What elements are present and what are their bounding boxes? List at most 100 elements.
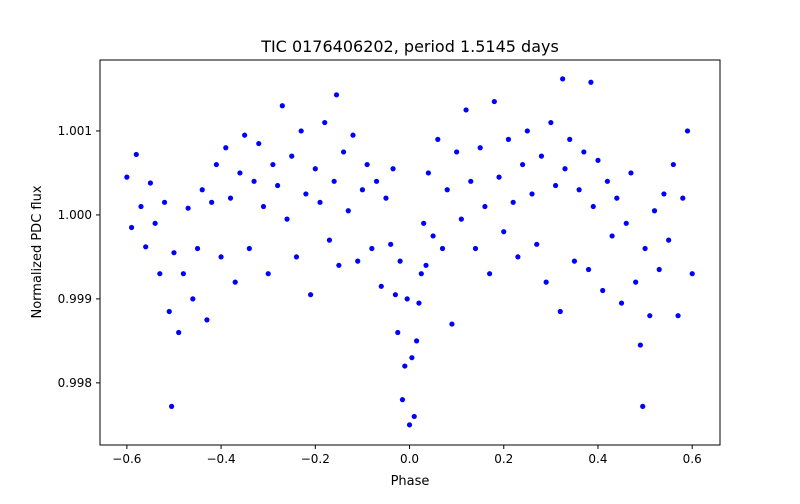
data-point <box>336 262 342 268</box>
data-point <box>416 300 422 306</box>
data-point <box>128 224 135 231</box>
data-point <box>656 266 662 273</box>
data-point <box>397 258 403 264</box>
data-point <box>157 271 163 277</box>
data-point <box>496 174 502 180</box>
data-point <box>256 140 262 147</box>
data-point <box>232 279 238 285</box>
data-point <box>176 329 182 336</box>
data-point <box>552 182 559 189</box>
data-point <box>515 254 521 260</box>
data-point <box>454 149 460 155</box>
data-point <box>152 220 158 226</box>
data-point <box>585 266 592 273</box>
data-point <box>472 245 479 252</box>
data-point <box>562 166 568 172</box>
data-point <box>237 170 243 176</box>
data-point <box>581 149 587 155</box>
data-point <box>557 308 563 315</box>
data-point <box>138 203 144 210</box>
x-tick-label: −0.4 <box>207 452 236 466</box>
data-point <box>209 199 215 205</box>
data-point <box>666 237 672 243</box>
data-point <box>345 208 351 214</box>
data-point <box>350 132 356 138</box>
data-point <box>333 92 340 98</box>
data-point <box>609 233 615 239</box>
data-point <box>369 245 375 252</box>
data-point <box>355 258 361 264</box>
data-point <box>326 237 333 243</box>
data-point <box>171 250 177 256</box>
data-point <box>331 178 337 184</box>
data-point <box>383 195 389 201</box>
data-point <box>413 338 420 344</box>
data-point <box>251 178 257 184</box>
data-point <box>270 161 276 168</box>
data-point <box>388 241 394 247</box>
data-point <box>421 220 427 226</box>
data-point <box>303 191 309 197</box>
data-point <box>661 191 667 197</box>
data-point <box>571 258 578 264</box>
data-point <box>406 422 413 428</box>
data-point <box>133 151 139 158</box>
x-axis: −0.6 −0.4 −0.2 0.0 0.2 0.4 0.6 <box>112 445 702 466</box>
chart-title: TIC 0176406202, period 1.5145 days <box>260 37 559 56</box>
data-point <box>588 79 594 85</box>
data-point <box>279 103 285 109</box>
data-point <box>169 403 175 409</box>
data-point <box>435 136 441 142</box>
data-point <box>275 182 281 189</box>
data-point <box>430 233 436 239</box>
data-point <box>449 321 455 327</box>
data-point <box>510 199 516 205</box>
data-point <box>684 128 691 134</box>
data-point <box>458 216 464 222</box>
y-axis: 0.998 0.999 1.000 1.001 <box>58 124 100 390</box>
x-tick-label: 0.6 <box>683 452 702 466</box>
x-tick-label: 0.4 <box>588 452 607 466</box>
data-point <box>223 145 229 151</box>
data-point <box>199 187 205 193</box>
data-point <box>439 245 446 252</box>
data-point <box>402 363 408 369</box>
data-point <box>468 178 474 184</box>
data-point <box>548 119 554 126</box>
x-tick-label: −0.2 <box>301 452 330 466</box>
data-point <box>595 157 601 163</box>
data-point <box>647 313 653 319</box>
data-point <box>364 161 370 168</box>
data-point <box>373 178 380 184</box>
data-point <box>491 98 497 105</box>
data-point <box>576 187 582 193</box>
data-point <box>359 187 366 193</box>
data-point <box>670 161 676 168</box>
data-point <box>642 245 648 252</box>
data-point <box>623 220 629 226</box>
data-point <box>482 203 488 210</box>
data-point <box>505 136 512 142</box>
data-point <box>614 195 620 201</box>
data-point <box>628 170 634 176</box>
data-point <box>293 254 300 260</box>
data-point <box>390 166 396 172</box>
data-point <box>567 136 573 142</box>
data-point <box>534 241 540 247</box>
x-tick-label: 0.2 <box>494 452 513 466</box>
data-point <box>409 355 415 361</box>
data-point <box>395 329 401 336</box>
data-point <box>322 119 328 126</box>
data-point <box>637 342 643 348</box>
data-point <box>423 262 429 268</box>
data-point <box>218 254 224 260</box>
data-point <box>689 271 695 277</box>
data-point <box>444 187 450 193</box>
data-point <box>317 199 323 205</box>
data-point <box>590 203 596 210</box>
y-axis-label: Normalized PDC flux <box>30 185 45 318</box>
data-point <box>340 149 347 155</box>
data-point <box>404 296 410 302</box>
data-point <box>213 161 219 168</box>
